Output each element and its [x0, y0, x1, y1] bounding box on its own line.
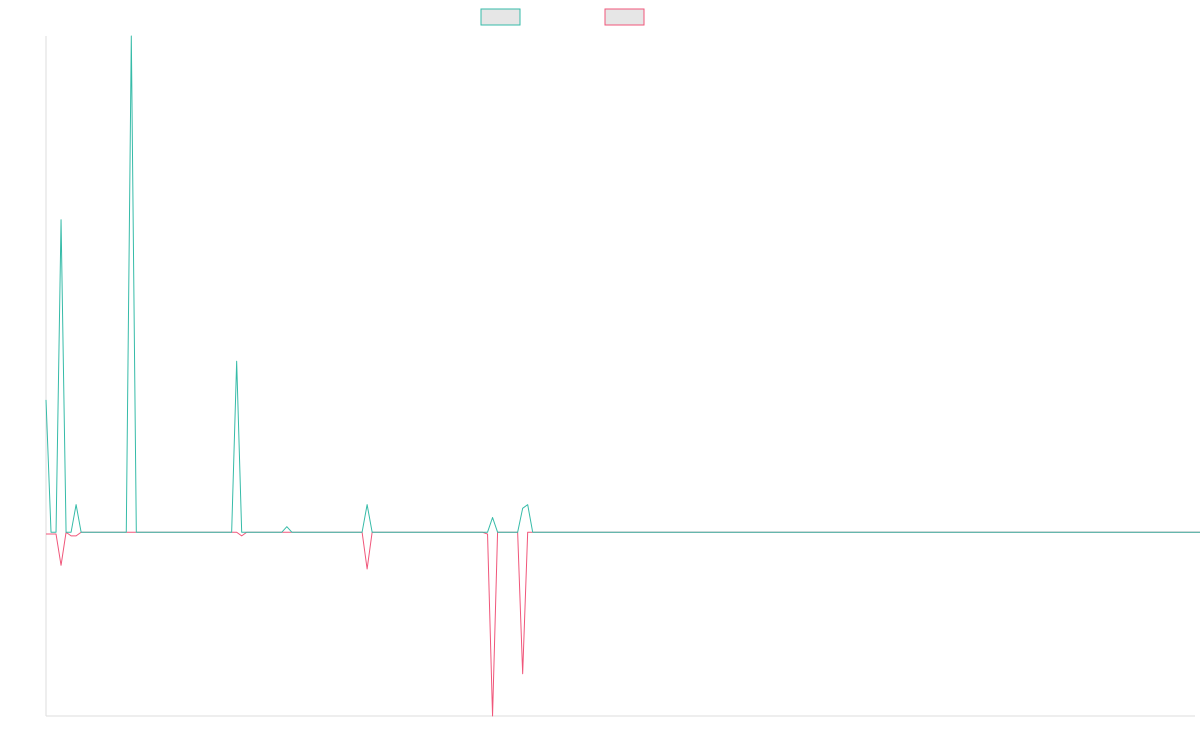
plot-area: [45, 35, 1200, 717]
legend-swatch-series-2: [604, 8, 645, 26]
legend-swatch-series-1: [480, 8, 521, 26]
series-2-line: [46, 531, 1200, 717]
axes: [45, 36, 1195, 717]
series-1-line: [45, 35, 1200, 533]
legend[interactable]: [480, 8, 645, 26]
